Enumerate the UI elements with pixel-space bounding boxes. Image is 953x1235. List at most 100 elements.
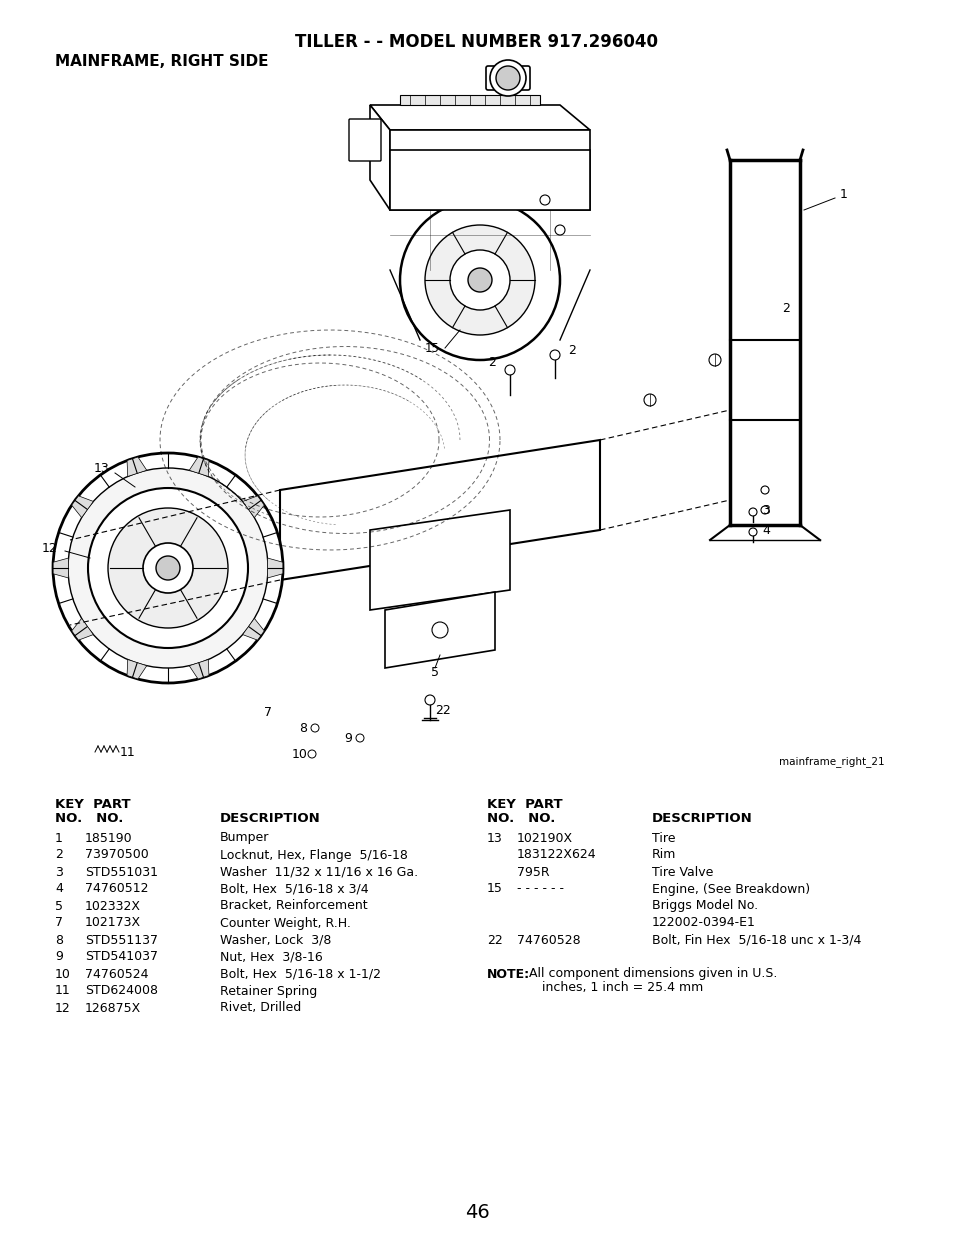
Text: 13: 13: [486, 831, 502, 845]
Text: STD624008: STD624008: [85, 984, 158, 998]
Circle shape: [539, 195, 550, 205]
Text: 3: 3: [761, 504, 769, 516]
Text: 9: 9: [344, 731, 352, 745]
Text: 8: 8: [298, 721, 307, 735]
Text: 22: 22: [486, 934, 502, 946]
Circle shape: [355, 734, 364, 742]
Text: 74760524: 74760524: [85, 967, 149, 981]
Circle shape: [496, 65, 519, 90]
Circle shape: [399, 200, 559, 359]
Text: Washer, Lock  3/8: Washer, Lock 3/8: [220, 934, 331, 946]
Text: 102332X: 102332X: [85, 899, 141, 913]
Polygon shape: [385, 592, 495, 668]
Circle shape: [490, 61, 525, 96]
Text: 7: 7: [264, 705, 272, 719]
Polygon shape: [127, 659, 147, 679]
Text: 22: 22: [435, 704, 450, 716]
Text: 5: 5: [431, 667, 438, 679]
Text: Bracket, Reinforcement: Bracket, Reinforcement: [220, 899, 367, 913]
Text: 13: 13: [94, 462, 110, 474]
Polygon shape: [370, 105, 390, 210]
Text: KEY  PART: KEY PART: [486, 799, 562, 811]
Circle shape: [760, 506, 768, 514]
Circle shape: [156, 556, 180, 580]
Circle shape: [424, 695, 435, 705]
Text: DESCRIPTION: DESCRIPTION: [651, 813, 752, 825]
Text: 15: 15: [486, 883, 502, 895]
Polygon shape: [242, 495, 264, 517]
Text: 74760528: 74760528: [517, 934, 580, 946]
Circle shape: [708, 354, 720, 366]
Text: 2: 2: [567, 343, 576, 357]
Circle shape: [450, 249, 510, 310]
Text: 1: 1: [840, 189, 847, 201]
Text: 102173X: 102173X: [85, 916, 141, 930]
Text: 12: 12: [55, 1002, 71, 1014]
Circle shape: [748, 529, 757, 536]
Text: 7: 7: [55, 916, 63, 930]
Text: Tire Valve: Tire Valve: [651, 866, 713, 878]
Polygon shape: [71, 495, 93, 517]
Text: NO.   NO.: NO. NO.: [55, 813, 123, 825]
Text: Nut, Hex  3/8-16: Nut, Hex 3/8-16: [220, 951, 322, 963]
Text: 10: 10: [292, 747, 308, 761]
Text: 2: 2: [488, 356, 496, 368]
Text: Bolt, Hex  5/16-18 x 1-1/2: Bolt, Hex 5/16-18 x 1-1/2: [220, 967, 380, 981]
Text: 8: 8: [55, 934, 63, 946]
Text: 2: 2: [55, 848, 63, 862]
Circle shape: [555, 225, 564, 235]
Text: TILLER - - MODEL NUMBER 917.296040: TILLER - - MODEL NUMBER 917.296040: [295, 33, 658, 51]
Polygon shape: [53, 558, 69, 578]
Text: 73970500: 73970500: [85, 848, 149, 862]
Text: MAINFRAME, RIGHT SIDE: MAINFRAME, RIGHT SIDE: [55, 54, 268, 69]
Text: 11: 11: [55, 984, 71, 998]
Text: 11: 11: [120, 746, 135, 758]
FancyBboxPatch shape: [390, 149, 589, 210]
Circle shape: [760, 487, 768, 494]
Text: 74760512: 74760512: [85, 883, 149, 895]
Polygon shape: [189, 457, 209, 477]
Text: Washer  11/32 x 11/16 x 16 Ga.: Washer 11/32 x 11/16 x 16 Ga.: [220, 866, 417, 878]
Text: - - - - - -: - - - - - -: [517, 883, 563, 895]
Circle shape: [643, 394, 656, 406]
Circle shape: [468, 268, 492, 291]
Polygon shape: [399, 95, 539, 105]
Text: 12: 12: [42, 541, 58, 555]
Text: STD541037: STD541037: [85, 951, 158, 963]
Circle shape: [53, 453, 283, 683]
Text: KEY  PART: KEY PART: [55, 799, 131, 811]
Polygon shape: [370, 105, 589, 130]
Text: 2: 2: [781, 301, 789, 315]
Polygon shape: [267, 558, 282, 578]
Polygon shape: [189, 659, 209, 679]
Text: Counter Weight, R.H.: Counter Weight, R.H.: [220, 916, 351, 930]
FancyBboxPatch shape: [485, 65, 530, 90]
Text: 10: 10: [55, 967, 71, 981]
Circle shape: [108, 508, 228, 629]
Text: 15: 15: [424, 342, 439, 354]
Text: Briggs Model No.: Briggs Model No.: [651, 899, 758, 913]
Circle shape: [143, 543, 193, 593]
Circle shape: [504, 366, 515, 375]
Polygon shape: [71, 619, 93, 640]
Text: All component dimensions given in U.S.: All component dimensions given in U.S.: [529, 967, 777, 981]
Text: Tire: Tire: [651, 831, 675, 845]
Polygon shape: [390, 130, 589, 210]
Text: NO.   NO.: NO. NO.: [486, 813, 555, 825]
Text: 4: 4: [55, 883, 63, 895]
Text: Locknut, Hex, Flange  5/16-18: Locknut, Hex, Flange 5/16-18: [220, 848, 408, 862]
Circle shape: [308, 750, 315, 758]
Text: 183122X624: 183122X624: [517, 848, 596, 862]
Text: Rivet, Drilled: Rivet, Drilled: [220, 1002, 301, 1014]
Polygon shape: [242, 619, 264, 640]
Text: 185190: 185190: [85, 831, 132, 845]
Text: 1: 1: [55, 831, 63, 845]
Text: NOTE:: NOTE:: [486, 967, 530, 981]
Text: Bolt, Hex  5/16-18 x 3/4: Bolt, Hex 5/16-18 x 3/4: [220, 883, 368, 895]
Text: 46: 46: [464, 1203, 489, 1221]
Text: DESCRIPTION: DESCRIPTION: [220, 813, 320, 825]
Text: 795R: 795R: [517, 866, 549, 878]
Circle shape: [311, 724, 318, 732]
Circle shape: [424, 225, 535, 335]
Text: 5: 5: [55, 899, 63, 913]
